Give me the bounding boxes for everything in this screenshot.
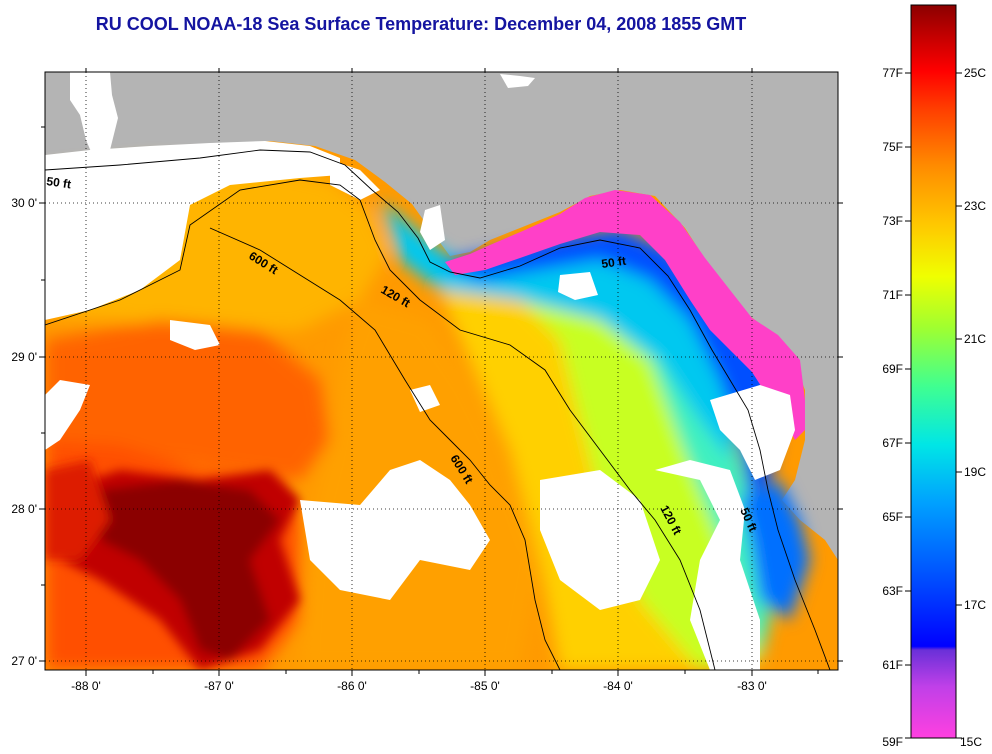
celsius-label: 15C [960,735,982,749]
celsius-label: 25C [964,66,986,80]
colorbar-ticks [905,72,962,739]
tick-marks [39,68,843,676]
celsius-label: 19C [964,465,986,479]
fahrenheit-label: 59F [882,735,903,749]
lat-tick-label: 30 0' [11,196,37,210]
lon-tick-label: -84 0' [603,679,633,693]
lon-tick-label: -88 0' [71,679,101,693]
contour-50ft-west [45,149,831,670]
map-grid [45,72,838,670]
celsius-label: 17C [964,598,986,612]
lat-tick-label: 29 0' [11,350,37,364]
fahrenheit-label: 61F [882,658,903,672]
colorbar-celsius-labels: 25C 23C 21C 19C 17C 15C [960,66,986,749]
lon-tick-label: -87 0' [204,679,234,693]
fahrenheit-label: 71F [882,288,903,302]
coastal-cold-band [445,190,805,440]
contour-600ft [209,227,561,670]
lon-tick-label: -86 0' [337,679,367,693]
contour-120ft [45,179,716,670]
celsius-label: 23C [964,199,986,213]
fahrenheit-label: 65F [882,510,903,524]
cloud-mask [45,141,795,670]
fahrenheit-label: 77F [882,66,903,80]
map-title: RU COOL NOAA-18 Sea Surface Temperature:… [95,14,747,34]
lat-tick-label: 28 0' [11,502,37,516]
map-frame [44,71,839,671]
colorbar-fahrenheit-labels: 77F 75F 73F 71F 69F 67F 65F 63F 61F 59F [882,66,903,749]
lon-tick-label: -85 0' [470,679,500,693]
fahrenheit-label: 67F [882,436,903,450]
colorbar-gradient [910,4,957,739]
mobile-bay-land [70,72,118,154]
fahrenheit-label: 69F [882,362,903,376]
bathymetry-contours [45,149,831,670]
lon-axis-labels: -88 0' -87 0' -86 0' -85 0' -84 0' -83 0… [71,679,767,693]
contour-label: 50 ft [600,254,626,271]
lat-tick-label: 27 0' [11,654,37,668]
fahrenheit-label: 75F [882,140,903,154]
lat-axis-labels: 30 0' 29 0' 28 0' 27 0' [11,196,37,668]
celsius-label: 21C [964,332,986,346]
lon-tick-label: -83 0' [737,679,767,693]
fahrenheit-label: 73F [882,214,903,228]
contour-label: 50 ft [46,174,72,191]
fahrenheit-label: 63F [882,584,903,598]
